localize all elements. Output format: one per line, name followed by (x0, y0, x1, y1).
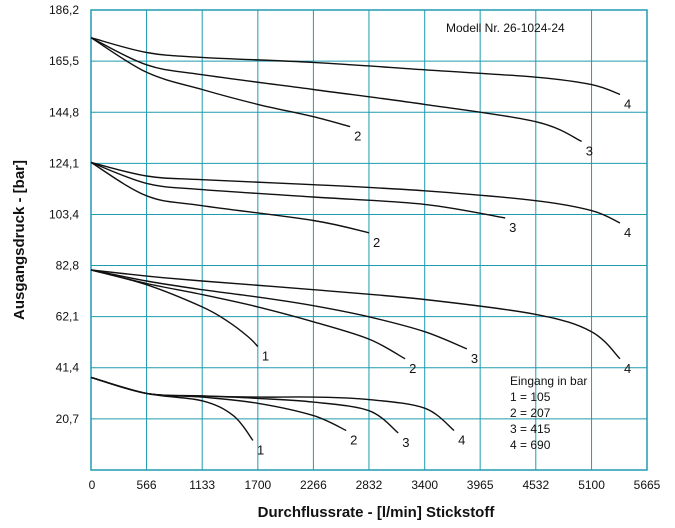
series-line-2 (90, 269, 406, 360)
model-label: Modell Nr. 26-1024-24 (446, 21, 565, 35)
x-tick-label: 0 (89, 478, 96, 492)
legend-item-4: 4 = 690 (510, 438, 551, 452)
y-tick-label: 82,8 (56, 258, 80, 272)
plot-frame (90, 9, 648, 471)
y-tick-label: 186,2 (49, 3, 79, 17)
series-line-3 (90, 376, 399, 434)
curve-label: 3 (509, 220, 516, 235)
legend-item-2: 2 = 207 (510, 406, 551, 420)
legend-item-1: 1 = 105 (510, 390, 551, 404)
curve-label: 1 (257, 442, 264, 457)
series-line-2 (90, 37, 351, 128)
series-line-4 (90, 161, 621, 224)
curve-label: 1 (262, 348, 269, 363)
series (90, 37, 621, 441)
x-tick-label: 1133 (189, 478, 215, 492)
curve-label: 2 (373, 235, 380, 250)
x-tick-label: 1700 (244, 478, 271, 492)
curve-label: 4 (458, 432, 465, 447)
curve-label: 2 (409, 361, 416, 376)
tick-labels: 0 566 1133 1700 2266 2832 3400 3965 4532 5100 5665… (49, 3, 661, 492)
x-tick-label: 2832 (356, 478, 383, 492)
series-line-3 (90, 37, 582, 143)
y-tick-label: 124,1 (49, 156, 79, 170)
y-tick-label: 62,1 (56, 310, 80, 324)
y-axis-title: Ausgangsdruck - [bar] (11, 160, 28, 320)
x-axis-title: Durchflussrate - [l/min] Stickstoff (258, 504, 496, 521)
y-tick-label: 144,8 (49, 105, 79, 119)
x-tick-label: 5100 (578, 478, 605, 492)
y-tick-label: 20,7 (56, 412, 80, 426)
x-tick-label: 3965 (467, 478, 494, 492)
x-tick-label: 2266 (300, 478, 327, 492)
x-tick-label: 566 (137, 478, 157, 492)
series-line-1 (90, 376, 254, 441)
curve-labels: 4 3 2 4 3 2 4 3 2 1 4 3 2 1 (257, 96, 631, 457)
series-line-3 (90, 269, 468, 350)
curve-label: 4 (624, 361, 631, 376)
curve-label: 4 (624, 225, 631, 240)
legend: Eingang in bar 1 = 105 2 = 207 3 = 415 4… (510, 374, 587, 452)
x-tick-label: 5665 (634, 478, 661, 492)
legend-item-3: 3 = 415 (510, 422, 551, 436)
series-line-2 (90, 376, 347, 432)
series-line-4 (90, 269, 621, 360)
legend-title: Eingang in bar (510, 374, 587, 388)
y-tick-label: 103,4 (49, 208, 79, 222)
grid (90, 9, 648, 470)
curve-label: 2 (350, 432, 357, 447)
curve-label: 4 (624, 96, 631, 111)
x-tick-label: 3400 (411, 478, 438, 492)
x-tick-label: 4532 (522, 478, 549, 492)
y-tick-label: 165,5 (49, 54, 79, 68)
series-line-1 (90, 269, 259, 347)
series-line-4 (90, 376, 455, 432)
series-line-4 (90, 37, 621, 96)
y-tick-label: 41,4 (56, 361, 80, 375)
series-line-3 (90, 161, 506, 219)
series-line-2 (90, 161, 370, 234)
curve-label: 2 (354, 129, 361, 144)
curve-label: 3 (402, 435, 409, 450)
curve-label: 3 (586, 143, 593, 158)
curve-label: 3 (471, 351, 478, 366)
